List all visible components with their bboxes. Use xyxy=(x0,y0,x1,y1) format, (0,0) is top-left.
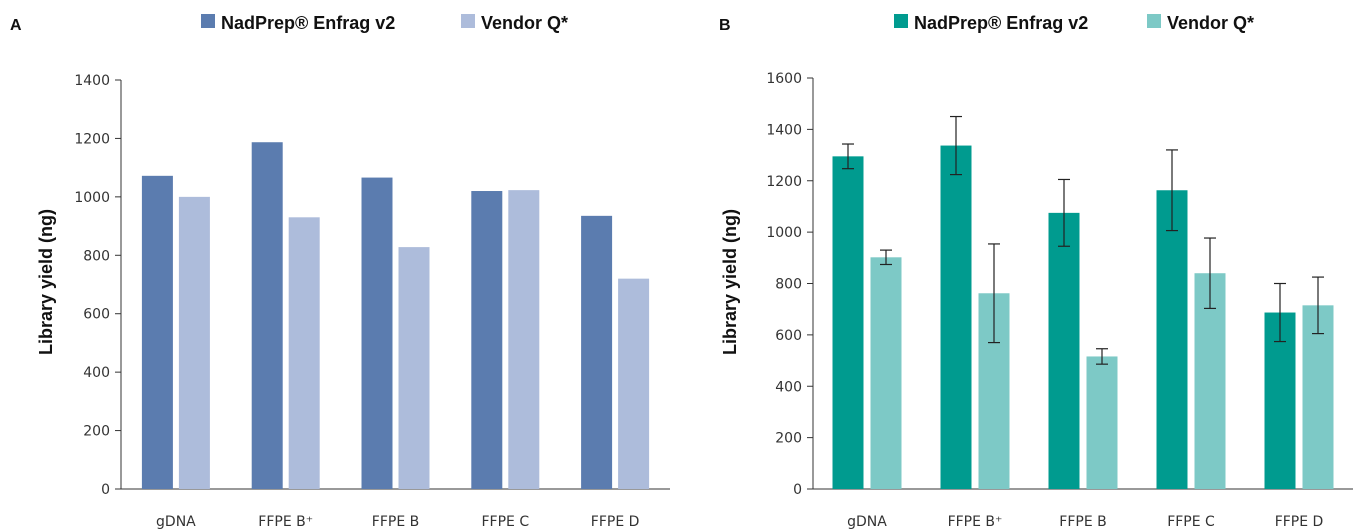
legend-b: NadPrep® Enfrag v2 Vendor Q* xyxy=(894,13,1254,33)
x-tick-label: FFPE C xyxy=(1167,514,1215,530)
bar-vendor-q xyxy=(618,278,650,489)
y-tick-label: 400 xyxy=(83,365,110,381)
chart-panel-b: B NadPrep® Enfrag v2 Vendor Q* Library y… xyxy=(719,13,1353,530)
y-ticks-b: 0 200 400 600 800 1000 1200 1400 1600 xyxy=(766,71,813,498)
y-tick-label: 600 xyxy=(775,328,802,344)
y-tick-label: 800 xyxy=(83,248,110,264)
bar-vendor-q xyxy=(508,190,540,489)
x-tick-label: FFPE C xyxy=(481,514,529,530)
bar-vendor-q xyxy=(398,247,430,489)
y-tick-label: 200 xyxy=(83,424,110,440)
bar-nadprep xyxy=(361,177,393,489)
legend-label-nadprep: NadPrep® Enfrag v2 xyxy=(221,13,395,33)
legend-label-vendor-q: Vendor Q* xyxy=(481,13,568,33)
y-tick-label: 800 xyxy=(775,277,802,293)
legend-swatch-vendor-q xyxy=(1147,14,1161,28)
x-tick-label: FFPE B xyxy=(372,514,419,530)
bar-vendor-q xyxy=(178,196,210,489)
x-tick-label: FFPE B⁺ xyxy=(258,514,313,530)
x-tick-label: gDNA xyxy=(156,514,196,530)
y-tick-label: 1400 xyxy=(74,73,110,89)
x-tick-label: FFPE D xyxy=(591,514,640,530)
panel-label-a: A xyxy=(10,17,22,34)
bar-nadprep xyxy=(1048,212,1080,489)
legend-swatch-nadprep xyxy=(201,14,215,28)
bar-vendor-q xyxy=(1302,305,1334,489)
chart-panel-a: A NadPrep® Enfrag v2 Vendor Q* Library y… xyxy=(10,13,670,530)
bar-nadprep xyxy=(1156,190,1188,489)
x-tick-labels-a: gDNA FFPE B⁺ FFPE B FFPE C FFPE D xyxy=(156,514,639,530)
y-tick-label: 400 xyxy=(775,379,802,395)
y-tick-label: 1200 xyxy=(74,131,110,147)
y-tick-label: 200 xyxy=(775,431,802,447)
legend-swatch-vendor-q xyxy=(461,14,475,28)
bar-nadprep xyxy=(832,156,864,490)
y-tick-label: 1600 xyxy=(766,71,802,87)
x-tick-label: gDNA xyxy=(847,514,887,530)
y-ticks-a: 0 200 400 600 800 1000 1200 1400 xyxy=(74,73,121,498)
y-tick-label: 1000 xyxy=(74,190,110,206)
bar-vendor-q xyxy=(1194,273,1226,489)
bar-nadprep xyxy=(471,191,503,489)
legend-swatch-nadprep xyxy=(894,14,908,28)
y-tick-label: 600 xyxy=(83,307,110,323)
y-tick-label: 0 xyxy=(101,482,110,498)
bar-vendor-q xyxy=(870,257,902,489)
bar-vendor-q xyxy=(1086,356,1118,489)
bar-nadprep xyxy=(940,145,972,490)
panel-label-b: B xyxy=(719,17,731,34)
y-axis-label-a: Library yield (ng) xyxy=(36,209,56,355)
legend-label-vendor-q: Vendor Q* xyxy=(1167,13,1254,33)
bar-nadprep xyxy=(581,215,613,489)
x-tick-label: FFPE D xyxy=(1275,514,1324,530)
bar-nadprep xyxy=(251,142,283,489)
y-tick-label: 1200 xyxy=(766,174,802,190)
legend-label-nadprep: NadPrep® Enfrag v2 xyxy=(914,13,1088,33)
y-tick-label: 1400 xyxy=(766,122,802,138)
y-tick-label: 1000 xyxy=(766,225,802,241)
x-tick-label: FFPE B⁺ xyxy=(948,514,1003,530)
bar-vendor-q xyxy=(288,217,320,490)
y-axis-label-b: Library yield (ng) xyxy=(720,209,740,355)
bars-b xyxy=(832,115,1334,490)
y-tick-label: 0 xyxy=(793,482,802,498)
bar-nadprep xyxy=(141,175,173,489)
x-tick-labels-b: gDNA FFPE B⁺ FFPE B FFPE C FFPE D xyxy=(847,514,1323,530)
legend-a: NadPrep® Enfrag v2 Vendor Q* xyxy=(201,13,568,33)
bars-a xyxy=(141,142,650,490)
x-tick-label: FFPE B xyxy=(1059,514,1106,530)
